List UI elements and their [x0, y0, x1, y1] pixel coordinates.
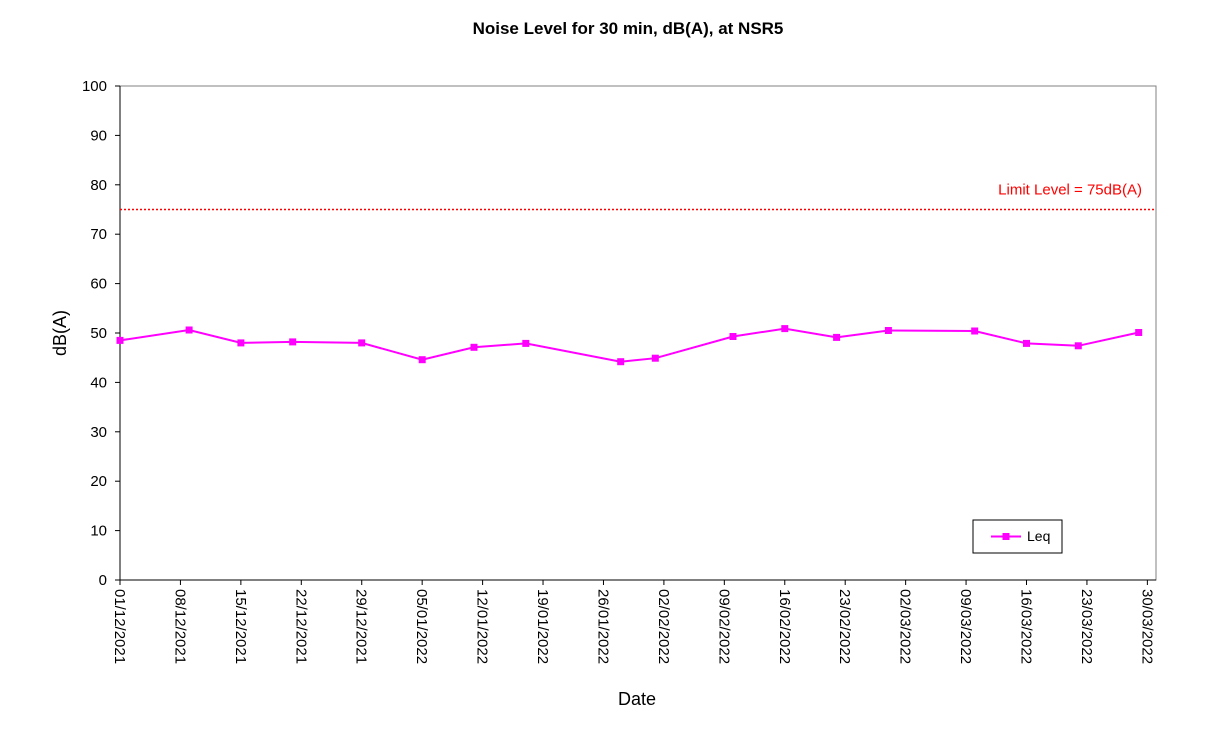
x-tick-label: 16/03/2022 — [1018, 589, 1035, 664]
data-point-leq — [617, 358, 625, 366]
x-tick-label: 01/12/2021 — [111, 589, 128, 664]
x-tick-label: 12/01/2022 — [474, 589, 491, 664]
y-tick-label: 80 — [90, 177, 107, 194]
legend: Leq — [972, 519, 1063, 554]
data-point-leq — [116, 336, 124, 344]
data-point-leq — [470, 343, 478, 351]
data-point-leq — [237, 339, 245, 347]
x-tick-label: 16/02/2022 — [776, 589, 793, 664]
legend-marker-swatch — [1002, 533, 1010, 540]
y-tick-label: 70 — [90, 226, 107, 243]
x-tick-label: 02/02/2022 — [655, 589, 672, 664]
y-tick-label: 40 — [90, 374, 107, 391]
data-point-leq — [781, 325, 789, 333]
y-tick-label: 50 — [90, 325, 107, 342]
x-tick-label: 02/03/2022 — [897, 589, 914, 664]
y-axis-label: dB(A) — [50, 310, 70, 356]
data-point-leq — [833, 333, 841, 341]
data-point-leq — [185, 326, 193, 334]
y-tick-label: 20 — [90, 473, 107, 490]
x-tick-label: 29/12/2021 — [353, 589, 370, 664]
series-line-leq — [119, 327, 1139, 363]
y-tick-label: 90 — [90, 127, 107, 144]
data-point-leq — [651, 354, 659, 362]
x-axis-label: Date — [618, 689, 656, 709]
y-tick-label: 60 — [90, 276, 107, 293]
x-tick-label: 05/01/2022 — [413, 589, 430, 664]
x-tick-label: 19/01/2022 — [534, 589, 551, 664]
limit-line-group: Limit Level = 75dB(A) — [120, 182, 1156, 211]
data-point-leq — [358, 339, 366, 347]
x-tick-label: 22/12/2021 — [292, 589, 309, 664]
plot-area-frame — [119, 85, 1157, 581]
data-point-leq — [884, 327, 892, 334]
data-point-leq — [522, 339, 530, 347]
y-tick-label: 100 — [82, 78, 107, 95]
axes: 0 10 20 30 40 50 60 70 80 90 100 01/12/2021 08/12/20… — [82, 78, 1156, 664]
y-tick-label: 30 — [90, 424, 107, 441]
legend-label-leq: Leq — [1027, 528, 1050, 544]
chart-title: Noise Level for 30 min, dB(A), at NSR5 — [473, 19, 784, 38]
x-tick-label: 30/03/2022 — [1138, 589, 1155, 664]
limit-line-label: Limit Level = 75dB(A) — [998, 182, 1142, 199]
data-point-leq — [971, 327, 979, 335]
data-point-leq — [289, 338, 297, 346]
x-tick-label: 09/03/2022 — [957, 589, 974, 664]
data-point-leq — [1023, 339, 1030, 347]
data-point-leq — [1135, 329, 1143, 336]
data-point-leq — [729, 333, 737, 340]
x-tick-label: 09/02/2022 — [715, 589, 732, 664]
x-tick-label: 26/01/2022 — [594, 589, 611, 664]
x-tick-label: 23/02/2022 — [836, 589, 853, 664]
x-tick-label: 08/12/2021 — [171, 589, 188, 664]
data-point-leq — [1074, 342, 1082, 350]
data-point-leq — [418, 356, 426, 364]
series-group — [116, 325, 1143, 366]
x-tick-label: 15/12/2021 — [232, 589, 249, 664]
y-tick-label: 0 — [99, 572, 107, 589]
x-tick-label: 23/03/2022 — [1078, 589, 1095, 664]
y-tick-label: 10 — [90, 523, 107, 540]
